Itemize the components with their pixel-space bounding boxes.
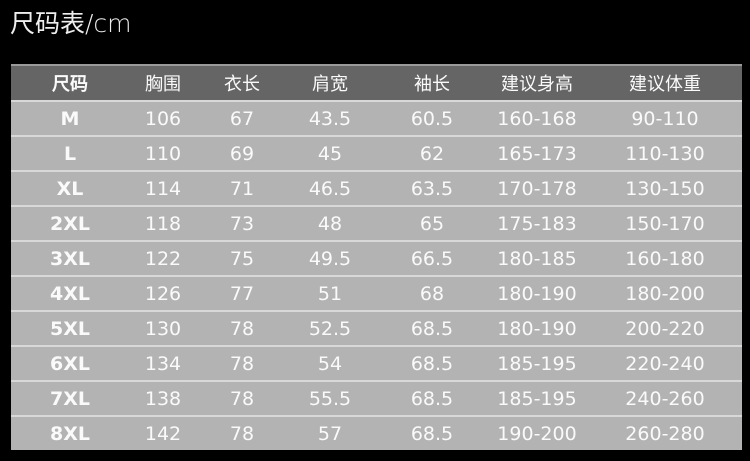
cell-length: 78: [229, 422, 255, 445]
table-row: 7XL 138 78 55.5 68.5 185-195 240-260: [11, 380, 742, 415]
cell-shoulder: 43.5: [308, 107, 352, 130]
cell-sleeve: 68.5: [410, 387, 454, 410]
cell-length: 78: [229, 387, 255, 410]
cell-shoulder: 51: [317, 282, 343, 305]
cell-height: 170-178: [497, 177, 577, 200]
header-weight: 建议体重: [629, 74, 701, 95]
cell-length: 78: [229, 352, 255, 375]
table-row: 4XL 126 77 51 68 180-190 180-200: [11, 275, 742, 310]
cell-chest: 138: [144, 387, 182, 410]
cell-height: 165-173: [497, 142, 577, 165]
page-title: 尺码表/cm: [10, 9, 132, 38]
header-sleeve: 袖长: [414, 74, 450, 95]
cell-height: 180-185: [497, 247, 577, 270]
cell-shoulder: 49.5: [308, 247, 352, 270]
cell-weight: 220-240: [625, 352, 705, 375]
header-length: 衣长: [224, 74, 260, 95]
table-row: 2XL 118 73 48 65 175-183 150-170: [11, 205, 742, 240]
cell-chest: 142: [144, 422, 182, 445]
table-row: 5XL 130 78 52.5 68.5 180-190 200-220: [11, 310, 742, 345]
cell-height: 180-190: [497, 282, 577, 305]
cell-weight: 260-280: [625, 422, 705, 445]
cell-size: 6XL: [50, 352, 90, 375]
table-row: 3XL 122 75 49.5 66.5 180-185 160-180: [11, 240, 742, 275]
cell-chest: 106: [144, 107, 182, 130]
cell-sleeve: 68: [419, 282, 445, 305]
cell-weight: 150-170: [625, 212, 705, 235]
cell-chest: 126: [144, 282, 182, 305]
cell-sleeve: 65: [419, 212, 445, 235]
cell-length: 75: [229, 247, 255, 270]
cell-size: 4XL: [50, 282, 90, 305]
cell-length: 78: [229, 317, 255, 340]
cell-chest: 122: [144, 247, 182, 270]
cell-sleeve: 68.5: [410, 352, 454, 375]
table-row: M 106 67 43.5 60.5 160-168 90-110: [11, 100, 742, 135]
table-row: 8XL 142 78 57 68.5 190-200 260-280: [11, 415, 742, 450]
cell-shoulder: 57: [317, 422, 343, 445]
cell-weight: 200-220: [625, 317, 705, 340]
cell-sleeve: 66.5: [410, 247, 454, 270]
cell-chest: 110: [144, 142, 182, 165]
cell-weight: 240-260: [625, 387, 705, 410]
cell-chest: 130: [144, 317, 182, 340]
cell-sleeve: 68.5: [410, 317, 454, 340]
cell-size: L: [63, 142, 77, 165]
header-shoulder: 肩宽: [312, 74, 348, 95]
cell-sleeve: 62: [419, 142, 445, 165]
cell-shoulder: 52.5: [308, 317, 352, 340]
cell-length: 71: [229, 177, 255, 200]
cell-shoulder: 55.5: [308, 387, 352, 410]
cell-sleeve: 63.5: [410, 177, 454, 200]
table-row: XL 114 71 46.5 63.5 170-178 130-150: [11, 170, 742, 205]
cell-size: 8XL: [50, 422, 90, 445]
cell-height: 175-183: [497, 212, 577, 235]
cell-height: 185-195: [497, 352, 577, 375]
cell-shoulder: 46.5: [308, 177, 352, 200]
cell-weight: 130-150: [625, 177, 705, 200]
cell-weight: 160-180: [625, 247, 705, 270]
cell-length: 69: [229, 142, 255, 165]
table-row: 6XL 134 78 54 68.5 185-195 220-240: [11, 345, 742, 380]
cell-chest: 114: [144, 177, 182, 200]
cell-size: 5XL: [50, 317, 90, 340]
cell-weight: 90-110: [631, 107, 699, 130]
cell-size: XL: [56, 177, 84, 200]
cell-height: 180-190: [497, 317, 577, 340]
header-height: 建议身高: [501, 74, 573, 95]
table-header: 尺码 胸围 衣长 肩宽 袖长 建议身高 建议体重: [11, 66, 742, 100]
header-chest: 胸围: [145, 74, 181, 95]
cell-size: 2XL: [50, 212, 90, 235]
cell-shoulder: 48: [317, 212, 343, 235]
cell-length: 67: [229, 107, 255, 130]
header-size: 尺码: [52, 74, 88, 95]
cell-height: 185-195: [497, 387, 577, 410]
cell-sleeve: 68.5: [410, 422, 454, 445]
cell-height: 160-168: [497, 107, 577, 130]
cell-size: 3XL: [50, 247, 90, 270]
cell-length: 73: [229, 212, 255, 235]
table-row: L 110 69 45 62 165-173 110-130: [11, 135, 742, 170]
cell-height: 190-200: [497, 422, 577, 445]
cell-shoulder: 45: [317, 142, 343, 165]
cell-chest: 118: [144, 212, 182, 235]
cell-size: 7XL: [50, 387, 90, 410]
cell-length: 77: [229, 282, 255, 305]
cell-chest: 134: [144, 352, 182, 375]
size-table: 尺码 胸围 衣长 肩宽 袖长 建议身高 建议体重 M 106 67 43.5 60.5 160-168 9…: [11, 64, 742, 450]
cell-sleeve: 60.5: [410, 107, 454, 130]
cell-weight: 110-130: [625, 142, 705, 165]
cell-weight: 180-200: [625, 282, 705, 305]
cell-size: M: [60, 107, 80, 130]
cell-shoulder: 54: [317, 352, 343, 375]
